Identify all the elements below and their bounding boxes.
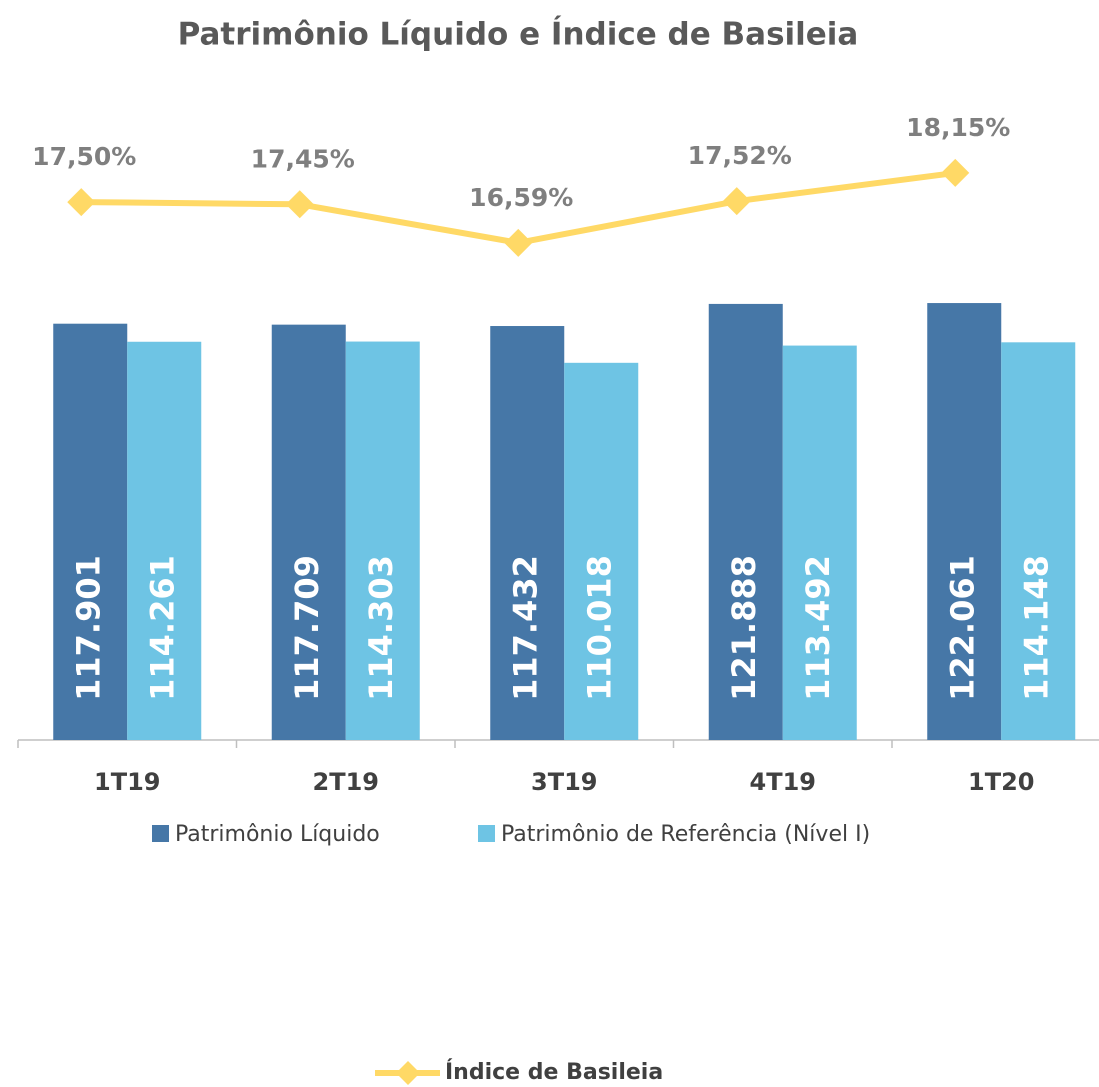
x-tick-label: 1T20 (968, 768, 1034, 796)
legend-label: Patrimônio de Referência (Nível I) (501, 822, 870, 847)
line-label: 18,15% (906, 113, 1010, 142)
x-tick-label: 1T19 (94, 768, 160, 796)
bar-label: 114.303 (362, 555, 400, 701)
line-marker (722, 187, 751, 216)
bar-label: 117.432 (506, 555, 544, 701)
bar (271, 324, 346, 740)
bar (1001, 342, 1076, 740)
line-label: 17,45% (251, 144, 355, 173)
legend-label: Patrimônio Líquido (175, 822, 380, 847)
legend-swatch (478, 825, 495, 842)
bar (708, 303, 783, 740)
line-label: 17,52% (688, 141, 792, 170)
bar (564, 362, 639, 740)
bar-label: 117.709 (288, 555, 326, 701)
x-tick-label: 3T19 (531, 768, 597, 796)
x-tick-label: 4T19 (750, 768, 816, 796)
line-label: 17,50% (32, 142, 136, 171)
legend-swatch (152, 825, 169, 842)
bar (490, 326, 565, 740)
bar (127, 341, 202, 740)
legend-label: Índice de Basileia (445, 1059, 663, 1085)
line-marker (941, 158, 970, 187)
line-marker (504, 228, 533, 257)
legend-marker (396, 1061, 420, 1085)
bar (927, 303, 1002, 740)
chart-title: Patrimônio Líquido e Índice de Basileia (178, 17, 859, 53)
bar-label: 113.492 (799, 555, 837, 701)
bar-label: 110.018 (580, 555, 618, 701)
bar-label: 114.148 (1017, 555, 1055, 701)
x-tick-label: 2T19 (313, 768, 379, 796)
line-marker (67, 188, 96, 217)
bar-label: 122.061 (943, 555, 981, 701)
bar (782, 345, 857, 740)
line-label: 16,59% (469, 183, 573, 212)
bar-label: 121.888 (725, 555, 763, 701)
bar-label: 114.261 (143, 555, 181, 701)
bar-label: 117.901 (69, 555, 107, 701)
bar (345, 341, 420, 740)
bar (53, 323, 128, 740)
line-marker (285, 190, 314, 219)
